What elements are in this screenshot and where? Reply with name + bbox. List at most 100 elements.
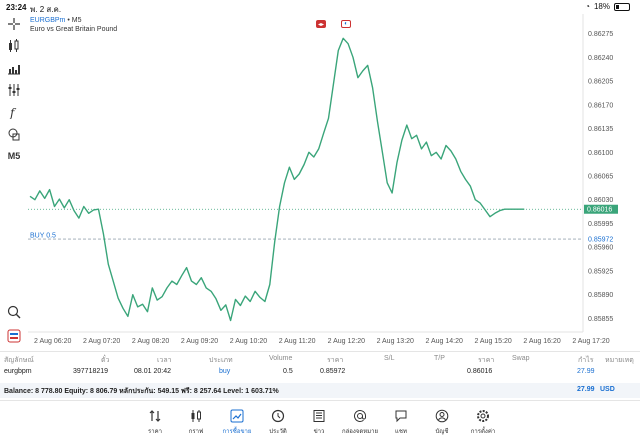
x-tick-label: 2 Aug 07:20 bbox=[83, 338, 120, 345]
nav-account[interactable]: บัญชี bbox=[422, 409, 462, 436]
y-tick-label: 0.86275 bbox=[588, 31, 613, 38]
x-tick-label: 2 Aug 09:20 bbox=[181, 338, 218, 345]
function-icon[interactable]: f bbox=[5, 104, 23, 120]
y-tick-label: 0.85890 bbox=[588, 292, 613, 299]
battery-icon bbox=[614, 2, 630, 11]
row-open-price: 0.85972 bbox=[320, 368, 346, 375]
y-tick-label: 0.85855 bbox=[588, 316, 613, 323]
zoom-icon[interactable] bbox=[5, 304, 23, 320]
svg-text:f: f bbox=[9, 106, 17, 119]
col-profit: กำไร bbox=[578, 357, 594, 364]
news-icon bbox=[313, 410, 325, 422]
account-icon bbox=[435, 409, 449, 423]
row-time: 08.01 20:42 bbox=[134, 368, 171, 375]
nav-chart[interactable]: กราฟ bbox=[176, 409, 216, 436]
battery-percent: 18% bbox=[593, 2, 610, 11]
nav-mailbox-label: กล่องจดหมาย bbox=[341, 429, 379, 435]
x-tick-label: 2 Aug 10:20 bbox=[230, 338, 267, 345]
col-current-price: ราคา bbox=[478, 357, 495, 364]
crosshair-icon[interactable] bbox=[5, 16, 23, 32]
col-ticket: ตั๋ว bbox=[101, 357, 110, 364]
price-series-line bbox=[29, 37, 525, 322]
col-tp: T/P bbox=[434, 355, 445, 362]
y-tick-label: 0.86030 bbox=[588, 197, 613, 204]
col-swap: Swap bbox=[512, 355, 530, 362]
col-comment: หมายเหตุ bbox=[605, 357, 634, 364]
nav-account-label: บัญชี bbox=[435, 429, 449, 435]
row-profit: 27.99 bbox=[577, 368, 595, 375]
chart-header: EURGBPm • M5 Euro vs Great Britain Pound bbox=[30, 17, 118, 33]
quotes-icon bbox=[149, 410, 161, 422]
nav-settings-label: การตั้งค่า bbox=[470, 429, 496, 435]
y-tick-label: 0.86170 bbox=[588, 102, 613, 109]
col-type: ประเภท bbox=[209, 357, 233, 364]
row-ticket: 397718219 bbox=[73, 368, 109, 375]
chart-symbol: EURGBPm bbox=[30, 17, 66, 24]
price-chart[interactable]: 0.86275 0.86240 0.86205 0.86170 0.86135 0.861… bbox=[28, 14, 640, 346]
chat-icon bbox=[395, 410, 407, 423]
y-tick-label: 0.86205 bbox=[588, 79, 613, 86]
timeframe-button[interactable]: M5 bbox=[7, 151, 21, 161]
row-current-price: 0.86016 bbox=[467, 368, 493, 375]
nav-settings[interactable]: การตั้งค่า bbox=[463, 409, 503, 436]
candles-icon bbox=[191, 410, 201, 422]
row-symbol: eurgbpm bbox=[4, 368, 32, 375]
buy-badge-icon[interactable]: ◐ bbox=[341, 20, 351, 28]
nav-chat[interactable]: แชท bbox=[381, 409, 421, 436]
nav-trade-label: การซื้อขาย bbox=[222, 429, 252, 435]
status-bar: 23:24 พ. 2 ส.ค. ◔ 18% bbox=[0, 0, 640, 14]
buy-level-label: BUY 0.5 bbox=[30, 233, 56, 240]
chart-description: Euro vs Great Britain Pound bbox=[30, 26, 118, 33]
price-marker-bg bbox=[584, 204, 618, 214]
nav-mailbox[interactable]: กล่องจดหมาย bbox=[340, 409, 380, 436]
y-tick-label: 0.85925 bbox=[588, 268, 613, 275]
col-time: เวลา bbox=[157, 357, 172, 364]
status-time: 23:24 bbox=[6, 3, 27, 12]
price-marker: 0.86016 bbox=[587, 207, 612, 214]
mailbox-icon bbox=[354, 409, 367, 422]
sell-badge-icon[interactable]: ◂▸ bbox=[316, 20, 326, 28]
x-tick-label: 2 Aug 06:20 bbox=[34, 338, 71, 345]
nav-quotes[interactable]: ราคา bbox=[135, 409, 175, 436]
col-volume: Volume bbox=[269, 355, 293, 362]
nav-history[interactable]: ประวัติ bbox=[258, 409, 298, 436]
x-tick-label: 2 Aug 12:20 bbox=[328, 338, 365, 345]
y-tick-label: 0.85960 bbox=[588, 245, 613, 252]
x-tick-label: 2 Aug 13:20 bbox=[377, 338, 414, 345]
one-click-trading-icon[interactable] bbox=[5, 328, 23, 344]
col-price: ราคา bbox=[327, 357, 344, 364]
y-tick-label: 0.86100 bbox=[588, 150, 613, 157]
settings-icon bbox=[477, 410, 489, 422]
nav-news-label: ข่าว bbox=[313, 429, 325, 435]
status-date: พ. 2 ส.ค. bbox=[30, 5, 62, 14]
balance-summary: Balance: 8 778.80 Equity: 8 806.79 หลักป… bbox=[4, 388, 279, 395]
nav-history-label: ประวัติ bbox=[269, 429, 287, 435]
objects-icon[interactable] bbox=[5, 126, 23, 142]
y-tick-label: 0.86240 bbox=[588, 55, 613, 62]
y-tick-label: 0.85995 bbox=[588, 221, 613, 228]
nav-quotes-label: ราคา bbox=[148, 429, 162, 435]
table-row[interactable]: eurgbpm 397718219 08.01 20:42 buy 0.5 0.… bbox=[0, 365, 640, 380]
history-icon bbox=[271, 409, 285, 423]
indicators-icon[interactable] bbox=[5, 82, 23, 98]
chart-canvas[interactable]: 0.86275 0.86240 0.86205 0.86170 0.86135 0.861… bbox=[28, 14, 640, 346]
nav-trade[interactable]: การซื้อขาย bbox=[217, 409, 257, 436]
x-tick-label: 2 Aug 11:20 bbox=[279, 338, 316, 345]
y-tick-label: 0.86135 bbox=[588, 126, 613, 133]
nav-chat-label: แชท bbox=[395, 429, 407, 435]
row-type: buy bbox=[219, 368, 231, 375]
y-tick-label: 0.86065 bbox=[588, 174, 613, 181]
chart-type-icon[interactable] bbox=[5, 38, 23, 54]
bottom-nav: ราคา กราฟ การซื้อขาย ประวัติ ข่าว กล่องจ… bbox=[0, 400, 640, 447]
balance-bar: Balance: 8 778.80 Equity: 8 806.79 หลักป… bbox=[0, 383, 640, 398]
x-tick-label: 2 Aug 15:20 bbox=[474, 338, 511, 345]
volume-icon[interactable] bbox=[5, 60, 23, 76]
x-tick-label: 2 Aug 08:20 bbox=[132, 338, 169, 345]
col-sl: S/L bbox=[384, 355, 395, 362]
balance-profit: 27.99 bbox=[577, 386, 595, 393]
balance-currency: USD bbox=[600, 386, 615, 393]
col-symbol: สัญลักษณ์ bbox=[4, 357, 34, 364]
nav-news[interactable]: ข่าว bbox=[299, 409, 339, 436]
x-tick-label: 2 Aug 14:20 bbox=[426, 338, 463, 345]
nav-chart-label: กราฟ bbox=[188, 429, 204, 435]
